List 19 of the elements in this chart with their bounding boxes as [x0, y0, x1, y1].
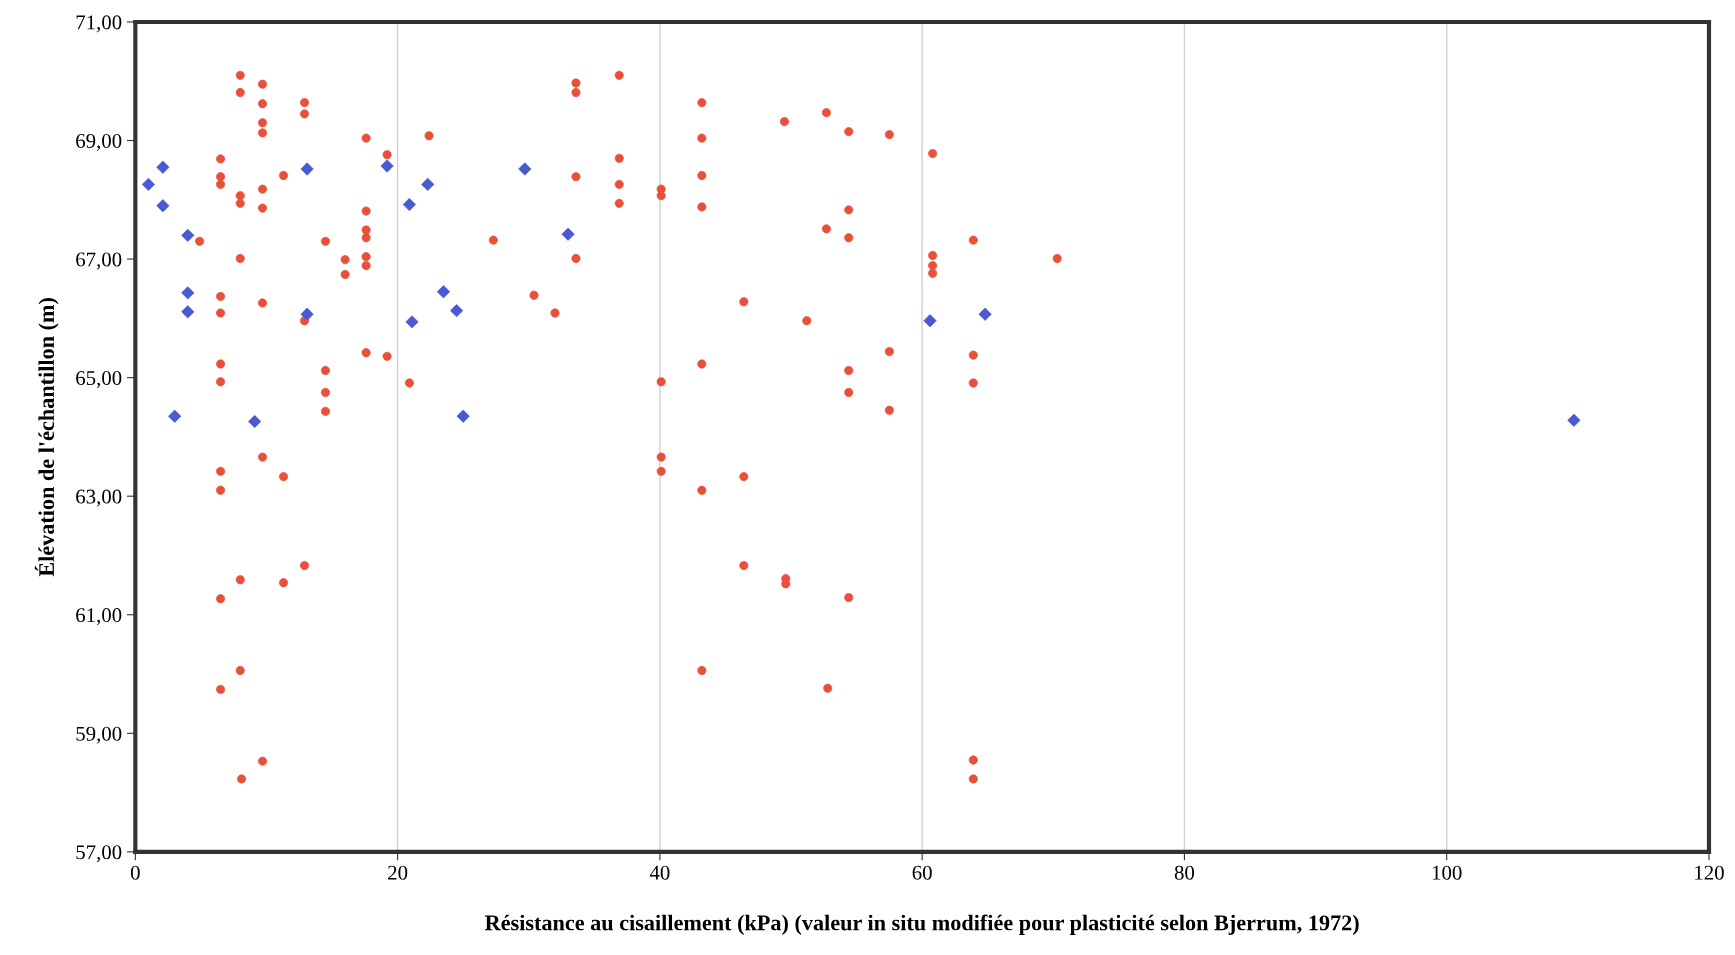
- y-tick-label: 65,00: [76, 371, 122, 389]
- x-tick-label: 100: [1432, 865, 1462, 880]
- y-tick-label: 61,00: [76, 608, 122, 626]
- x-tick-label: 40: [649, 865, 670, 880]
- x-tick-label: 60: [912, 865, 932, 880]
- y-tick-label: 69,00: [76, 133, 122, 151]
- point: [300, 162, 314, 176]
- point: [405, 315, 419, 329]
- y-tick-label: 57,00: [76, 845, 122, 863]
- x-tick-label: 80: [1174, 865, 1195, 880]
- x-axis-title: Résistance au cisaillement (kPa) (valeur in situ modifiée pour plasticité selon Bjerrum, 1972): [485, 914, 1359, 935]
- y-axis-title: Élévation de l'échantillon (m): [34, 298, 59, 577]
- y-tick-label: 63,00: [76, 489, 122, 507]
- y-tick-label: 59,00: [76, 726, 122, 744]
- y-tick-label: 71,00: [76, 15, 122, 33]
- x-tick-label: 20: [388, 865, 408, 880]
- x-tick-label: 120: [1695, 865, 1724, 880]
- x-tick-label: 0: [130, 865, 140, 880]
- y-tick-label: 67,00: [76, 252, 122, 270]
